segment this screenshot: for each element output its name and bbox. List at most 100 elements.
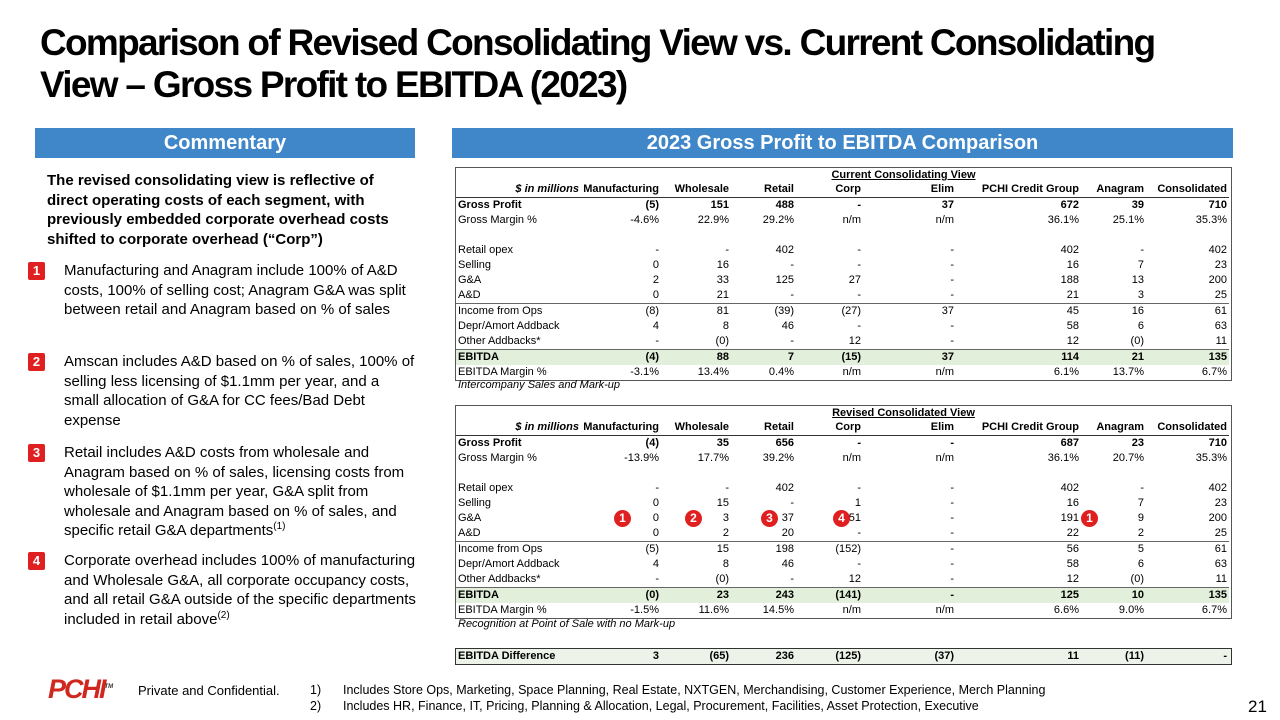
- cell: -: [950, 512, 954, 524]
- cell: 13: [1131, 274, 1144, 286]
- cell: (141): [796, 587, 863, 603]
- table-body: EBITDA Difference 3 (65) 236 (125) (37) 11 (11)…: [456, 649, 1229, 664]
- table-row: Retail opex - - 402 - - 402 - 402: [456, 481, 1229, 496]
- cell: 7: [1137, 497, 1144, 509]
- intro-text: The revised consolidating view is reflec…: [47, 172, 389, 248]
- cell: 88: [661, 349, 731, 365]
- row-label: Retail opex: [458, 244, 514, 256]
- column-header: Anagram: [1081, 182, 1146, 198]
- cell: -: [950, 335, 954, 347]
- cell: 45: [956, 303, 1081, 319]
- cell: 5: [1081, 541, 1146, 557]
- table-row: Gross Margin % -13.9% 17.7% 39.2% n/m n/m 36.1…: [456, 451, 1229, 466]
- cell: -: [950, 527, 954, 539]
- cell: (0): [1130, 335, 1144, 347]
- column-header: Consolidated: [1146, 182, 1229, 198]
- cell: 10: [1081, 587, 1146, 603]
- cell: -: [790, 335, 794, 347]
- cell: 488: [775, 199, 794, 211]
- cell: 710: [1208, 199, 1227, 211]
- row-label: Depr/Amort Addback: [458, 558, 560, 570]
- cell: (8): [581, 303, 661, 319]
- table-row: A&D 0 21 - - - 21 3 25: [456, 288, 1229, 304]
- marker: 1: [614, 510, 631, 527]
- row-label: G&A: [458, 274, 482, 286]
- cell: (4): [645, 437, 659, 449]
- cell: -: [857, 199, 861, 211]
- table-row: A&D 0 2 20- -22 2 25: [456, 526, 1229, 542]
- cell: 402: [775, 244, 794, 256]
- cell: 16: [716, 259, 729, 271]
- table-body: $ in millions Manufacturing Wholesale Retai…: [456, 420, 1229, 618]
- title-line: Comparison of Revised Consolidating View…: [40, 22, 1156, 63]
- bullet-body: Manufacturing and Anagram include 100% o…: [64, 261, 418, 320]
- cell: -: [655, 335, 659, 347]
- cell: 39.2%: [762, 452, 794, 464]
- cell: 46: [781, 320, 794, 332]
- cell: n/m: [842, 452, 861, 464]
- table-note: Intercompany Sales and Mark-up: [458, 379, 621, 391]
- cell: -: [1140, 244, 1144, 256]
- spacer-row: [456, 228, 1229, 243]
- cell: -: [857, 259, 861, 271]
- column-header: Elim: [863, 420, 956, 436]
- row-label: Selling: [458, 259, 492, 271]
- cell: 402: [1208, 244, 1227, 256]
- cell: -: [655, 244, 659, 256]
- cell: 12: [1066, 573, 1079, 585]
- table-row: Retail opex - - 402 - - 402 - 402: [456, 243, 1229, 258]
- table-row: G&A 0 1 3 2 37 3 151 4-191 9 1 200: [456, 510, 1229, 527]
- row-label: A&D: [458, 527, 481, 539]
- table-body: $ in millions Manufacturing Wholesale Retai…: [456, 182, 1229, 380]
- cell: (5): [645, 199, 659, 211]
- cell: -: [857, 437, 861, 449]
- column-header: Manufacturing: [581, 182, 661, 198]
- footnote-text: Includes HR, Finance, IT, Pricing, Plann…: [343, 699, 979, 713]
- cell: n/m: [842, 604, 861, 616]
- cell: (0): [715, 335, 729, 347]
- bullet-superscript: (1): [273, 521, 286, 532]
- spacer: [456, 228, 1229, 243]
- cell: -: [790, 259, 794, 271]
- cell: n/m: [842, 366, 861, 378]
- cell: -: [725, 244, 729, 256]
- bullet-number: 3: [28, 444, 45, 462]
- cell: 21: [1066, 289, 1079, 301]
- cell: 402: [1060, 482, 1079, 494]
- bullet-superscript: (2): [217, 609, 230, 621]
- marker: 1: [1081, 510, 1098, 527]
- cell: 2: [722, 527, 729, 539]
- cell: 7: [1137, 259, 1144, 271]
- row-label: Income from Ops: [456, 303, 581, 319]
- cell: 35.3%: [1195, 452, 1227, 464]
- cell: -: [857, 244, 861, 256]
- column-header: Corp: [796, 420, 863, 436]
- cell: n/m: [842, 214, 861, 226]
- row-label: A&D: [458, 289, 481, 301]
- cell: 2: [1137, 527, 1144, 539]
- table-row: EBITDA Margin % -3.1% 13.4% 0.4% n/m n/m 6.1% 1…: [456, 365, 1229, 380]
- table-row: Selling 0 16 - - - 16 7 23: [456, 258, 1229, 273]
- cell: 63: [1214, 558, 1227, 570]
- table-row: Other Addbacks* - (0) - 12 - 12 (0) 11: [456, 334, 1229, 350]
- cell: 36.1%: [1047, 452, 1079, 464]
- cell: -: [950, 437, 954, 449]
- bullet-number: 1: [28, 262, 45, 280]
- cell: 61: [1146, 541, 1229, 557]
- header-row: $ in millions Manufacturing Wholesale Retai…: [456, 420, 1229, 436]
- cell: (37): [934, 650, 954, 662]
- table-row: Income from Ops (8) 81 (39) (27) 37 45 16 61: [456, 303, 1229, 319]
- cell: -: [950, 259, 954, 271]
- cell: 61: [1146, 303, 1229, 319]
- cell: 125: [775, 274, 794, 286]
- cell: 8: [722, 320, 729, 332]
- row-label: Gross Margin %: [458, 452, 537, 464]
- cell: 243: [731, 587, 796, 603]
- row-label: Other Addbacks*: [458, 335, 541, 347]
- cell: (0): [581, 587, 661, 603]
- cell: 20: [781, 527, 794, 539]
- cell: (65): [709, 650, 729, 662]
- cell: 135: [1146, 349, 1229, 365]
